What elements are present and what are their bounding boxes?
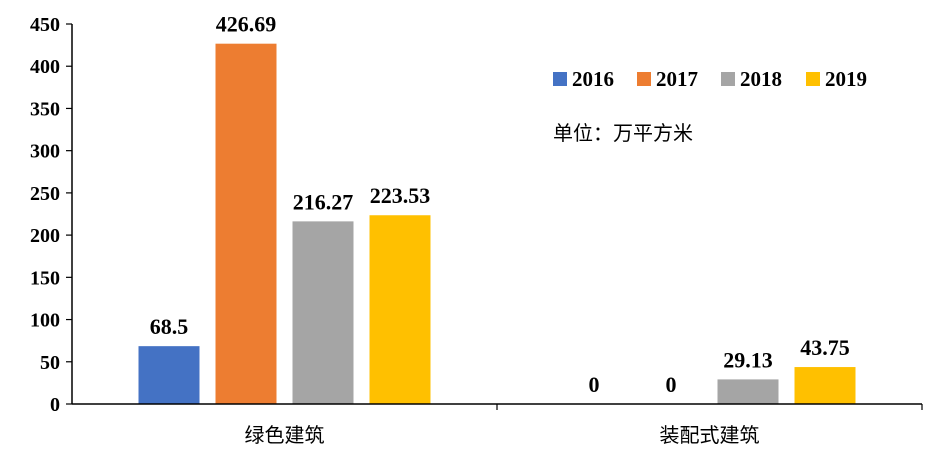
- bar-2019-2: [794, 367, 856, 404]
- data-label: 43.75: [800, 335, 850, 360]
- legend-label-2017: 2017: [656, 67, 698, 91]
- legend-label-2016: 2016: [572, 67, 614, 91]
- y-tick-label: 400: [30, 56, 60, 78]
- y-tick-label: 200: [30, 225, 60, 247]
- data-label: 29.13: [723, 347, 773, 372]
- y-tick-label: 100: [30, 310, 60, 332]
- y-tick-label: 50: [40, 352, 60, 374]
- legend-swatch-2017: [637, 72, 651, 86]
- bar-2017-1: [215, 43, 277, 405]
- data-label: 216.27: [293, 189, 354, 214]
- data-label: 68.5: [150, 314, 189, 339]
- legend-swatch-2016: [553, 72, 567, 86]
- legend-swatch-2018: [721, 72, 735, 86]
- y-tick-label: 150: [30, 267, 60, 289]
- legend-label-2018: 2018: [740, 67, 782, 91]
- legend: 2016 2017 2018 2019: [553, 67, 867, 91]
- y-tick-label: 450: [30, 14, 60, 36]
- y-tick-label: 0: [50, 394, 60, 416]
- unit-note: 单位：万平方米: [553, 121, 693, 145]
- y-tick-label: 350: [30, 98, 60, 120]
- y-tick-label: 300: [30, 141, 60, 163]
- data-label: 0: [589, 372, 600, 397]
- bar-2018-1: [292, 221, 354, 404]
- data-label: 426.69: [216, 12, 277, 37]
- data-label: 223.53: [370, 183, 431, 208]
- x-category-label: 绿色建筑: [245, 423, 325, 447]
- legend-swatch-2019: [806, 72, 820, 86]
- bars: [138, 43, 856, 405]
- bar-2018-2: [717, 379, 779, 404]
- data-label: 0: [666, 372, 677, 397]
- bar-2019-1: [369, 215, 431, 404]
- x-axis: 绿色建筑 装配式建筑: [72, 403, 923, 447]
- y-tick-label: 250: [30, 183, 60, 205]
- y-axis: 0 50 100 150 200 250 300 350 400 450: [30, 14, 73, 416]
- legend-label-2019: 2019: [825, 67, 867, 91]
- x-category-label: 装配式建筑: [660, 423, 760, 447]
- data-labels: 68.5 426.69 216.27 223.53 0 0 29.13 43.75: [150, 12, 850, 397]
- bar-2016-1: [138, 346, 200, 404]
